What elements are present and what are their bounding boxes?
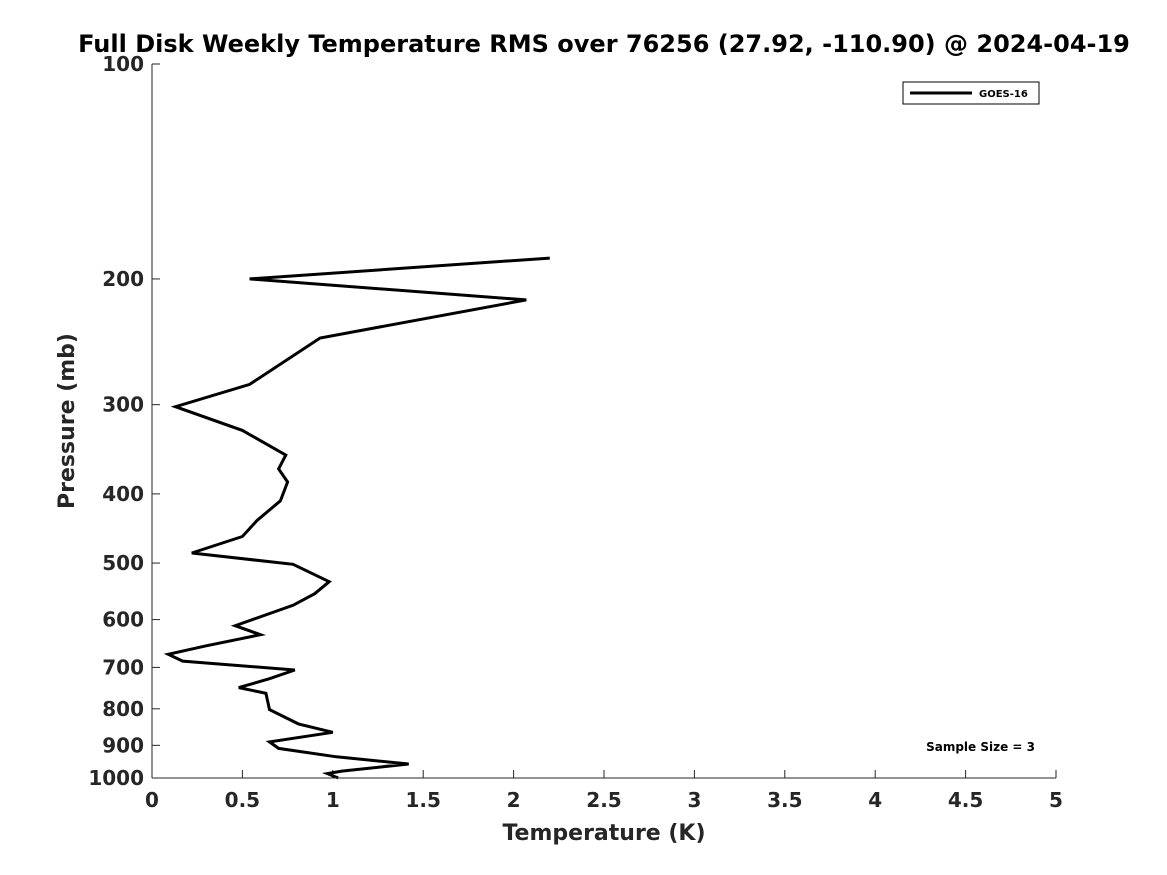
x-tick-label: 4 xyxy=(868,788,882,812)
x-axis-label: Temperature (K) xyxy=(502,821,705,846)
sample-size-annotation: Sample Size = 3 xyxy=(926,740,1035,754)
x-tick-label: 4.5 xyxy=(948,788,983,812)
y-axis: 100 200 300 400 500 600 700 800 900 1000 xyxy=(88,52,160,790)
x-tick-label: 0.5 xyxy=(225,788,260,812)
y-tick-label: 700 xyxy=(102,655,144,679)
x-tick-label: 0 xyxy=(145,788,159,812)
y-tick-label: 400 xyxy=(102,482,144,506)
y-tick-label: 200 xyxy=(102,267,144,291)
plot-area xyxy=(152,64,1056,778)
y-tick-label: 500 xyxy=(102,551,144,575)
series-line-goes-16 xyxy=(163,256,550,780)
x-tick-label: 5 xyxy=(1049,788,1063,812)
x-axis: 0 0.5 1 1.5 2 2.5 3 3.5 4 4.5 5 xyxy=(145,770,1063,812)
y-axis-label: Pressure (mb) xyxy=(55,333,80,509)
legend-entry-goes-16: GOES-16 xyxy=(979,89,1028,100)
y-tick-label: 100 xyxy=(102,52,144,76)
x-tick-label: 2.5 xyxy=(586,788,621,812)
y-tick-label: 1000 xyxy=(88,766,144,790)
x-tick-label: 1 xyxy=(326,788,340,812)
y-tick-label: 600 xyxy=(102,608,144,632)
chart-title: Full Disk Weekly Temperature RMS over 76… xyxy=(78,30,1130,58)
x-tick-label: 1.5 xyxy=(405,788,440,812)
legend: GOES-16 xyxy=(902,81,1040,105)
y-tick-label: 300 xyxy=(102,393,144,417)
y-tick-label: 900 xyxy=(102,733,144,757)
y-tick-label: 800 xyxy=(102,697,144,721)
x-tick-label: 2 xyxy=(507,788,521,812)
x-tick-label: 3 xyxy=(687,788,701,812)
x-tick-label: 3.5 xyxy=(767,788,802,812)
